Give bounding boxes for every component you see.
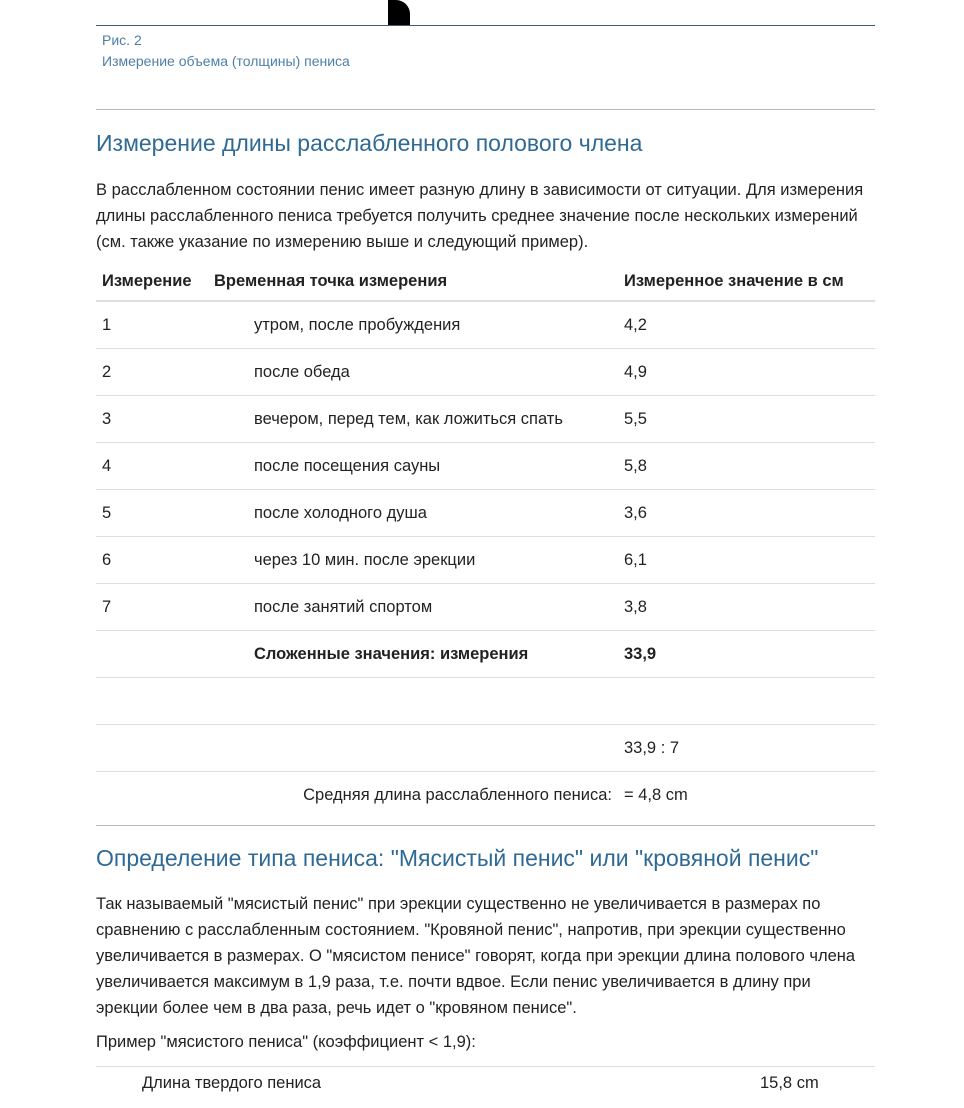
time-point: после обеда (208, 348, 618, 396)
measured-value: 3,6 (618, 489, 875, 537)
table-row: 7 после занятий спортом 3,8 (96, 583, 875, 631)
measured-value: 5,8 (618, 442, 875, 490)
time-point: после холодного душа (208, 489, 618, 537)
section-paragraph: В расслабленном состоянии пенис имеет ра… (96, 181, 864, 251)
measured-value: 4,9 (618, 348, 875, 396)
section-title: Измерение длины расслабленного полового … (96, 130, 643, 156)
time-point: утром, после пробуждения (208, 301, 618, 349)
average-label: Средняя длина расслабленного пениса: (303, 785, 612, 804)
sum-value: 33,9 (618, 630, 875, 678)
time-point: через 10 мин. после эрекции (208, 536, 618, 584)
figure-caption: Измерение объема (толщины) пениса (102, 53, 350, 69)
measurement-number: 5 (96, 489, 208, 537)
average-value: = 4,8 cm (624, 785, 688, 804)
division-row: 33,9 : 7 (96, 724, 875, 772)
measurement-number: 6 (96, 536, 208, 584)
table-row: 3 вечером, перед тем, как ложиться спать 5… (96, 395, 875, 443)
section-title: Определение типа пениса: "Мясистый пенис… (96, 845, 819, 871)
figure-border (96, 25, 875, 26)
average-row: Средняя длина расслабленного пениса: = 4,… (96, 772, 875, 819)
table-row: 2 после обеда 4,9 (96, 348, 875, 396)
example-label: Длина твердого пениса (142, 1074, 322, 1092)
section-paragraph: Так называемый "мясистый пенис" при эрек… (96, 895, 856, 1017)
table-row: 5 после холодного душа 3,6 (96, 489, 875, 537)
col-header: Измеренное значение в см (618, 262, 875, 302)
table-row: 6 через 10 мин. после эрекции 6,1 (96, 536, 875, 584)
sum-row: Сложенные значения: измерения 33,9 (96, 630, 875, 678)
table-row: 1 утром, после пробуждения 4,2 (96, 301, 875, 349)
measured-value: 3,8 (618, 583, 875, 631)
figure-image (388, 0, 410, 25)
time-point: вечером, перед тем, как ложиться спать (208, 395, 618, 443)
divider (96, 1066, 875, 1067)
measurement-number: 7 (96, 583, 208, 631)
divider (96, 825, 875, 826)
time-point: после посещения сауны (208, 442, 618, 490)
measured-value: 5,5 (618, 395, 875, 443)
col-header: Временная точка измерения (208, 262, 618, 302)
measurement-number: 3 (96, 395, 208, 443)
example-title: Пример "мясистого пениса" (коэффициент <… (96, 1033, 476, 1051)
division-value: 33,9 : 7 (618, 724, 875, 772)
time-point: после занятий спортом (208, 583, 618, 631)
sum-label: Сложенные значения: измерения (208, 630, 618, 678)
measurement-table: Измерение Временная точка измерения Изме… (96, 262, 875, 818)
divider (96, 109, 875, 110)
measurement-number: 1 (96, 301, 208, 349)
measured-value: 4,2 (618, 301, 875, 349)
measurement-number: 2 (96, 348, 208, 396)
table-row: 4 после посещения сауны 5,8 (96, 442, 875, 490)
measured-value: 6,1 (618, 536, 875, 584)
col-header: Измерение (96, 262, 208, 302)
figure-number: Рис. 2 (102, 32, 142, 48)
example-value: 15,8 cm (760, 1074, 819, 1092)
measurement-number: 4 (96, 442, 208, 490)
